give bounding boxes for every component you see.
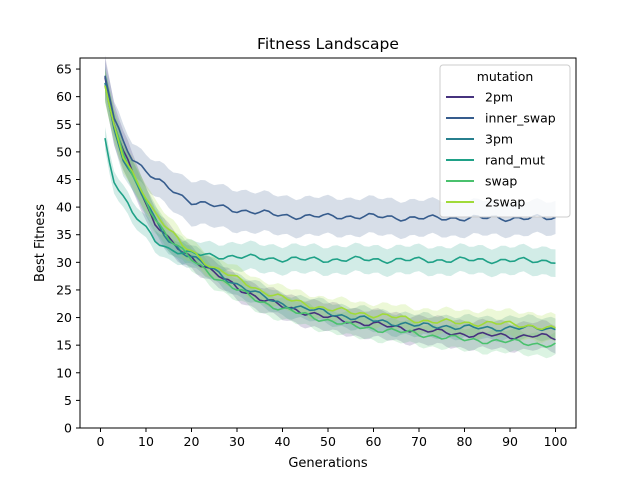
x-tick-label: 100 xyxy=(544,434,568,449)
x-tick-label: 90 xyxy=(502,434,518,449)
x-axis-label: Generations xyxy=(288,456,368,471)
x-axis: 0 10 20 30 40 50 60 70 80 90 100 xyxy=(97,428,568,449)
legend-label-inner_swap: inner_swap xyxy=(485,111,556,126)
legend-frame xyxy=(439,64,571,218)
confidence-band-inner_swap xyxy=(105,59,556,240)
y-tick-label: 10 xyxy=(56,365,72,380)
x-tick-label: 60 xyxy=(366,434,382,449)
legend-label-swap: swap xyxy=(485,174,517,189)
y-tick-label: 50 xyxy=(56,144,72,159)
y-tick-label: 30 xyxy=(56,255,72,270)
series-line-2swap xyxy=(104,85,556,331)
y-tick-label: 5 xyxy=(64,393,72,408)
confidence-band-2pm xyxy=(105,55,556,354)
y-tick-label: 0 xyxy=(64,421,72,436)
x-tick-label: 0 xyxy=(97,434,105,449)
confidence-band-swap xyxy=(105,69,556,359)
series-line-rand_mut xyxy=(104,137,556,265)
x-tick-label: 80 xyxy=(457,434,473,449)
y-tick-label: 35 xyxy=(56,227,72,242)
y-tick-label: 55 xyxy=(56,117,72,132)
y-tick-label: 25 xyxy=(56,282,72,297)
y-tick-label: 65 xyxy=(56,62,72,77)
y-axis: 0 5 10 15 20 25 30 35 40 45 50 55 60 65 xyxy=(56,62,80,436)
x-tick-label: 50 xyxy=(320,434,336,449)
legend-label-rand_mut: rand_mut xyxy=(485,153,545,168)
legend-label-2pm: 2pm xyxy=(485,90,513,105)
y-tick-label: 20 xyxy=(56,310,72,325)
legend-title: mutation xyxy=(477,69,534,84)
legend-label-2swap: 2swap xyxy=(485,195,525,210)
y-tick-label: 15 xyxy=(56,338,72,353)
y-tick-label: 60 xyxy=(56,89,72,104)
y-tick-label: 40 xyxy=(56,200,72,215)
confidence-band-3pm xyxy=(105,66,556,342)
series-lines xyxy=(104,75,556,348)
y-tick-label: 45 xyxy=(56,172,72,187)
x-tick-label: 30 xyxy=(229,434,245,449)
chart-title: Fitness Landscape xyxy=(257,35,399,53)
series-line-swap xyxy=(104,85,556,348)
x-tick-label: 20 xyxy=(184,434,200,449)
x-tick-label: 40 xyxy=(275,434,291,449)
confidence-band-rand_mut xyxy=(105,127,556,278)
legend-label-3pm: 3pm xyxy=(485,132,513,147)
y-axis-label: Best Fitness xyxy=(33,204,48,282)
x-tick-label: 70 xyxy=(411,434,427,449)
series-line-3pm xyxy=(104,82,556,332)
x-tick-label: 10 xyxy=(138,434,154,449)
